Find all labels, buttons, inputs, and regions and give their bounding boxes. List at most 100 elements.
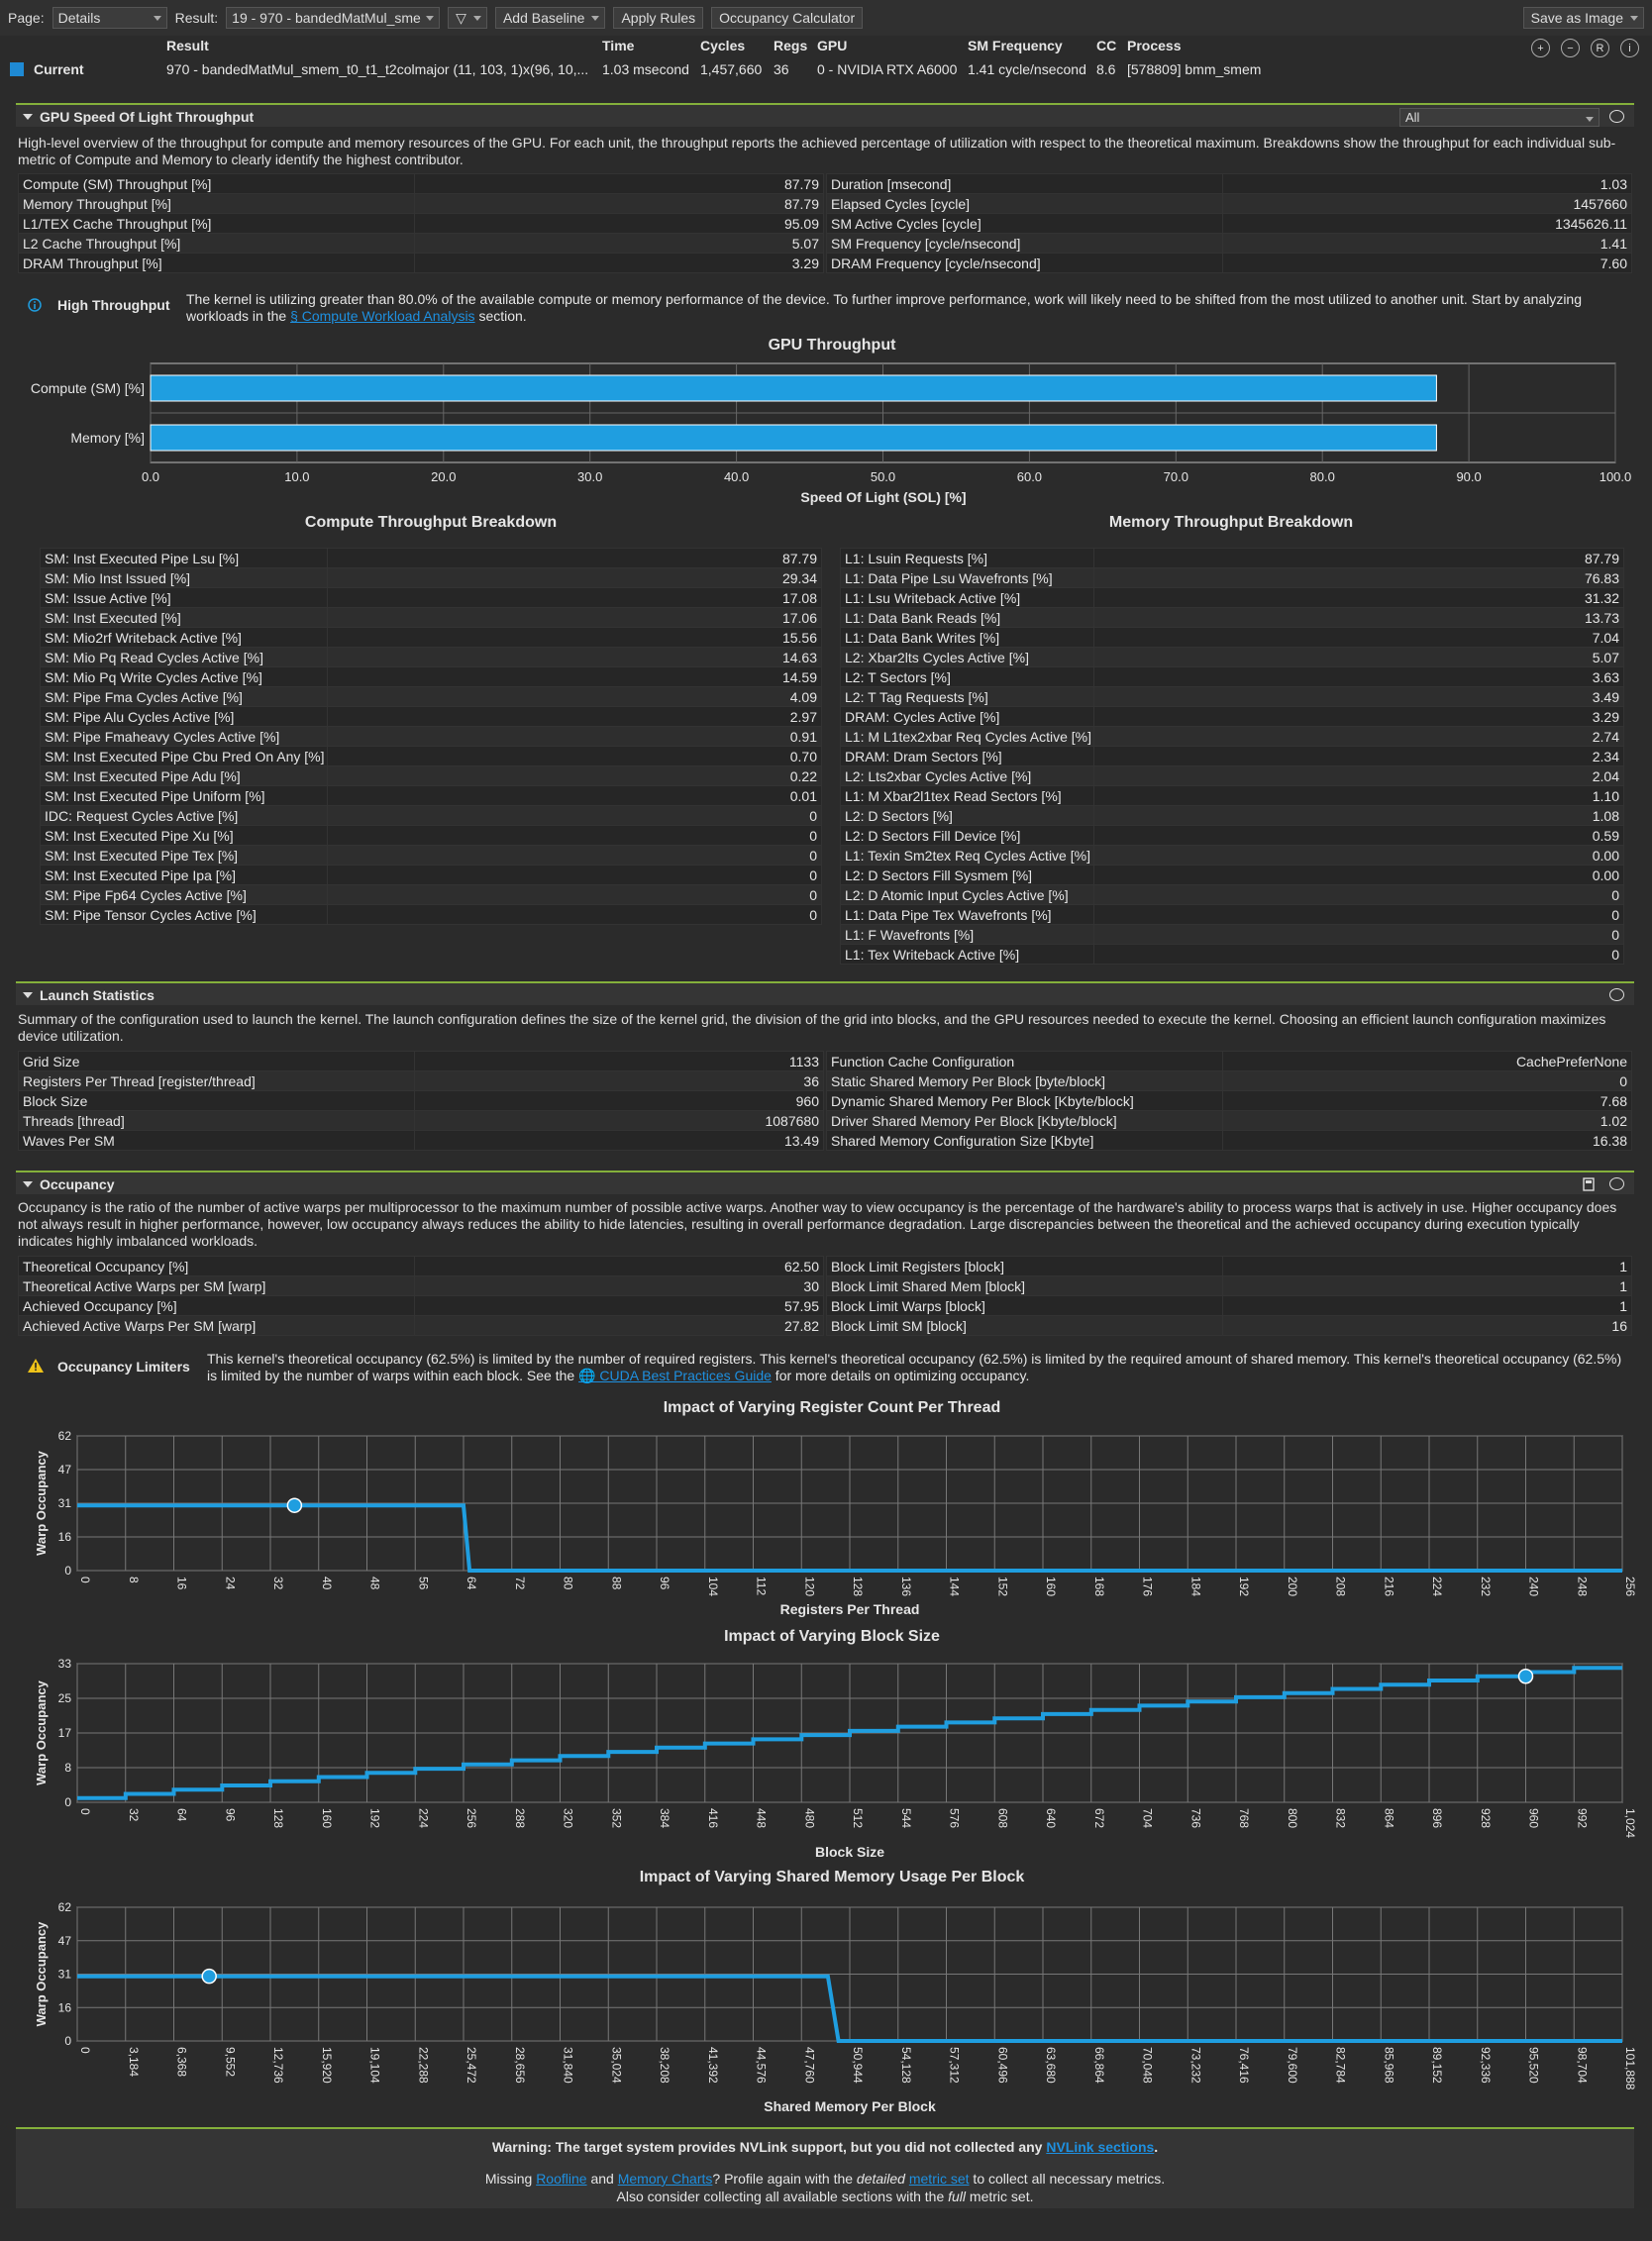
x-tick-label: 208	[1334, 1577, 1348, 1596]
comment-icon[interactable]	[1609, 988, 1624, 1001]
table-row: L2: T Tag Requests [%] 3.49	[840, 686, 1624, 707]
metric-value: 2.74	[1093, 726, 1624, 747]
metric-value: 960	[414, 1090, 824, 1111]
sol-filter-select[interactable]: All	[1399, 108, 1600, 127]
current-cycles: 1,457,660	[700, 61, 763, 77]
apply-rules-button[interactable]: Apply Rules	[613, 7, 704, 29]
table-row: Static Shared Memory Per Block [byte/blo…	[826, 1070, 1632, 1091]
metric-label: SM: Mio Pq Read Cycles Active [%]	[40, 647, 328, 667]
metric-value: 0	[1093, 924, 1624, 945]
metric-value: 0.00	[1093, 865, 1624, 885]
zoom-out-icon[interactable]: −	[1561, 39, 1580, 57]
table-row: SM: Inst Executed Pipe Ipa [%] 0	[40, 865, 822, 885]
nvlink-sections-link[interactable]: NVLink sections	[1046, 2139, 1155, 2155]
x-tick-label: 96	[223, 1808, 237, 1822]
metric-label: Block Limit Shared Mem [block]	[826, 1275, 1223, 1296]
register-occupancy-chart: 0 8 16 24 32 40 48 56 64 72 80 88 96 104 112 120 128 136 1…	[34, 1429, 1637, 1596]
x-tick-label: 6,368	[175, 2047, 189, 2077]
metric-value: 87.79	[1093, 548, 1624, 568]
metric-label: SM: Mio Pq Write Cycles Active [%]	[40, 666, 328, 687]
sol-section-header[interactable]: GPU Speed Of Light Throughput All	[16, 103, 1634, 127]
x-tick-label: 192	[368, 1808, 382, 1828]
sol-description: High-level overview of the throughput fo…	[18, 135, 1616, 167]
x-tick-label: 92,336	[1479, 2047, 1493, 2084]
rule-title: High Throughput	[57, 297, 170, 313]
col-cycles: Cycles	[700, 38, 746, 53]
metric-label: L1: Data Bank Reads [%]	[840, 607, 1094, 628]
compute-breakdown-table: SM: Inst Executed Pipe Lsu [%] 87.79 SM: M…	[40, 548, 822, 925]
metric-value: 17.06	[327, 607, 822, 628]
y-tick-label: 16	[58, 1530, 72, 1544]
metric-value: 76.83	[1093, 567, 1624, 588]
sharedmem-occupancy-chart: 0 3,184 6,368 9,552 12,736 15,920 19,104 22,288…	[34, 1900, 1637, 2090]
rule-title: Occupancy Limiters	[57, 1359, 190, 1375]
metric-label: SM: Inst Executed Pipe Adu [%]	[40, 765, 328, 786]
result-select[interactable]: 19 - 970 - bandedMatMul_sme	[226, 7, 441, 29]
info-icon	[28, 298, 42, 312]
calculator-icon[interactable]	[1583, 1177, 1595, 1191]
roofline-link[interactable]: Roofline	[536, 2171, 587, 2187]
metric-value: 0	[327, 825, 822, 846]
table-row: SM: Inst Executed Pipe Adu [%] 0.22	[40, 765, 822, 786]
metric-label: L2: D Sectors Fill Device [%]	[840, 825, 1094, 846]
x-tick-label: 22,288	[416, 2047, 430, 2084]
x-tick-label: 128	[271, 1808, 285, 1828]
missing-metrics-note: Missing Roofline and Memory Charts? Prof…	[484, 2171, 1166, 2187]
metric-value: 87.79	[414, 173, 824, 194]
rule-text-end: section.	[474, 308, 527, 324]
rule-text-end: for more details on optimizing occupancy…	[771, 1368, 1030, 1383]
zoom-in-icon[interactable]: +	[1531, 39, 1550, 57]
save-as-image-button[interactable]: Save as Image	[1522, 7, 1644, 29]
metric-value: 27.82	[414, 1315, 824, 1336]
x-tick-label: 224	[1430, 1577, 1444, 1596]
cuda-best-practices-link[interactable]: 🌐 CUDA Best Practices Guide	[578, 1368, 772, 1383]
x-tick-label: 640	[1044, 1808, 1058, 1828]
x-tick-label: 0.0	[142, 469, 159, 484]
page-select[interactable]: Details	[52, 7, 167, 29]
y-tick-label: 62	[58, 1900, 72, 1914]
comment-icon[interactable]	[1609, 1177, 1624, 1190]
metric-label: L2: Lts2xbar Cycles Active [%]	[840, 765, 1094, 786]
metric-label: SM: Mio Inst Issued [%]	[40, 567, 328, 588]
x-tick-label: 9,552	[223, 2047, 237, 2077]
x-tick-label: 480	[802, 1808, 816, 1828]
metric-value: 0	[327, 845, 822, 866]
metric-value: 30	[414, 1275, 824, 1296]
x-tick-label: 100.0	[1600, 469, 1632, 484]
metric-value: 7.68	[1222, 1090, 1632, 1111]
compute-breakdown-title: Compute Throughput Breakdown	[304, 514, 558, 531]
launch-right-table: Function Cache Configuration CachePreferN…	[826, 1051, 1632, 1151]
launch-left-table: Grid Size 1133 Registers Per Thread [regis…	[18, 1051, 824, 1151]
memory-charts-link[interactable]: Memory Charts	[617, 2171, 713, 2187]
table-row: Achieved Occupancy [%] 57.95	[18, 1295, 824, 1316]
metric-label: Elapsed Cycles [cycle]	[826, 193, 1223, 214]
metric-label: Shared Memory Configuration Size [Kbyte]	[826, 1130, 1223, 1151]
add-baseline-button[interactable]: Add Baseline	[494, 7, 606, 29]
occupancy-section-header[interactable]: Occupancy	[16, 1171, 1634, 1194]
filter-button[interactable]: ▽	[448, 7, 487, 29]
x-tick-label: 64	[175, 1808, 189, 1822]
full-metrics-note: Also consider collecting all available s…	[616, 2189, 1034, 2204]
table-row: Block Size 960	[18, 1090, 824, 1111]
reset-icon[interactable]: R	[1591, 39, 1609, 57]
metric-set-link[interactable]: metric set	[908, 2171, 970, 2187]
metric-value: 0.00	[1093, 845, 1624, 866]
metric-value: 2.04	[1093, 765, 1624, 786]
current-config-marker	[1517, 1668, 1534, 1684]
table-row: L1: M Xbar2l1tex Read Sectors [%] 1.10	[840, 785, 1624, 806]
x-tick-label: 44,576	[755, 2047, 769, 2084]
x-tick-label: 50.0	[871, 469, 895, 484]
compute-workload-link[interactable]: § Compute Workload Analysis	[290, 308, 475, 324]
comment-icon[interactable]	[1609, 110, 1624, 123]
toolbar: Page: Details Result: 19 - 970 - bandedM…	[0, 0, 1652, 36]
launch-section-header[interactable]: Launch Statistics	[16, 981, 1634, 1005]
occupancy-calculator-button[interactable]: Occupancy Calculator	[711, 7, 864, 29]
x-tick-label: 32	[271, 1577, 285, 1590]
metric-label: SM Frequency [cycle/nsecond]	[826, 233, 1223, 254]
metric-value: 1.10	[1093, 785, 1624, 806]
table-row: L2: D Sectors Fill Sysmem [%] 0.00	[840, 865, 1624, 885]
info-icon[interactable]: i	[1620, 39, 1639, 57]
sharedmem-chart-title: Impact of Varying Shared Memory Usage Pe…	[639, 1869, 1025, 1885]
blocksize-occupancy-chart: 0 32 64 96 128 160 192 224 256 288 320 352 384 416 448…	[34, 1657, 1637, 1838]
x-tick-label: 80.0	[1310, 469, 1335, 484]
